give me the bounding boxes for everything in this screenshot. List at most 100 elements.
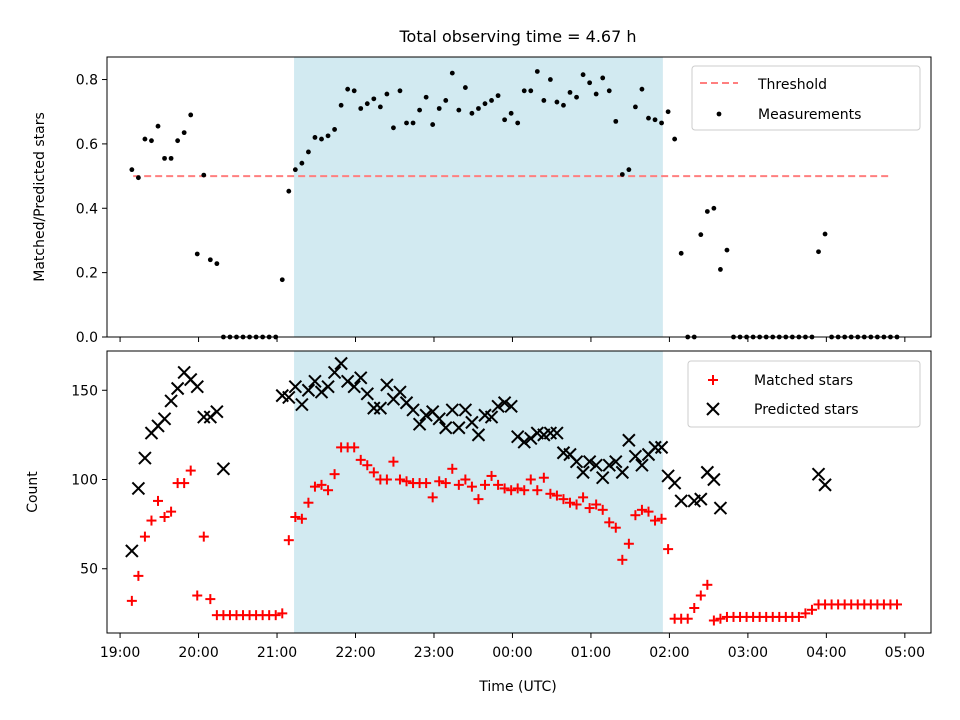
predicted-star-marker-b <box>811 467 826 481</box>
predicted-star-point <box>576 465 590 480</box>
top-axes-frame <box>106 56 932 338</box>
predicted-star-point <box>622 433 636 447</box>
bottom-y-axis-label: Count <box>25 471 41 513</box>
measurement-point <box>567 90 573 95</box>
predicted-star-point <box>504 399 518 414</box>
matched-star-point <box>689 603 700 614</box>
predicted-star-marker-b <box>707 472 721 487</box>
measurement-point <box>534 69 540 74</box>
predicted-star-point <box>380 378 394 392</box>
predicted-star-point <box>354 371 368 385</box>
predicted-star-point <box>589 458 603 472</box>
predicted-star-point <box>432 412 446 426</box>
predicted-star-point <box>674 494 688 508</box>
predicted-star-marker-b <box>282 390 296 405</box>
predicted-star-point <box>301 383 316 397</box>
matched-star-point <box>650 515 661 526</box>
predicted-star-point <box>550 426 564 440</box>
predicted-star-marker-b <box>164 394 178 408</box>
matched-star-point <box>440 478 451 489</box>
predicted-star-marker-b <box>216 462 231 476</box>
matched-star-point <box>708 615 719 626</box>
predicted-star-point <box>138 451 152 465</box>
matched-star-point <box>656 513 667 524</box>
predicted-star-marker-b <box>602 458 616 472</box>
predicted-star-marker-b <box>354 371 368 385</box>
bottom-x-ticks: 19:00 20:00 21:00 22:00 23:00 00:00 01:00 02:00… <box>100 633 925 661</box>
measurement-point <box>476 106 481 111</box>
predicted-star-marker-b <box>432 412 446 426</box>
predicted-star-marker-b <box>497 396 512 410</box>
predicted-star-marker-b <box>347 379 361 394</box>
predicted-star-point <box>491 399 505 414</box>
matched-star-point <box>133 570 144 581</box>
measurement-point <box>299 160 305 166</box>
matched-star-point <box>153 495 164 506</box>
matched-star-point <box>401 476 412 487</box>
predicted-star-marker-b <box>327 365 342 380</box>
measurement-point <box>489 98 494 103</box>
matched-star-point <box>198 531 209 542</box>
measurement-point <box>345 86 351 92</box>
predicted-star-marker-b <box>419 408 433 422</box>
measurement-point <box>593 91 599 97</box>
measurement-point <box>142 136 148 142</box>
predicted-star-marker-b <box>596 471 610 485</box>
predicted-star-point <box>569 454 584 469</box>
predicted-star-marker-b <box>530 426 545 440</box>
predicted-star-marker-b <box>543 426 558 440</box>
matched-star-point <box>584 503 595 514</box>
measurement-point <box>515 120 521 126</box>
predicted-star-marker-b <box>550 426 564 440</box>
predicted-star-marker-b <box>661 469 675 483</box>
x-tick-label: 01:00 <box>571 645 611 661</box>
matched-star-point <box>139 531 150 542</box>
matched-star-point <box>793 611 804 622</box>
matched-star-point <box>166 506 177 517</box>
predicted-star-marker-b <box>393 385 407 399</box>
measurements-legend-label: Measurements <box>758 107 861 123</box>
measurement-point <box>410 120 416 126</box>
predicted-star-marker-b <box>556 446 571 460</box>
predicted-star-point <box>602 458 616 472</box>
measurement-point <box>652 117 658 123</box>
matched-star-point <box>427 492 438 503</box>
predicted-star-marker-b <box>445 403 460 417</box>
measurement-point <box>175 138 181 144</box>
predicted-star-marker-b <box>184 372 198 387</box>
predicted-star-marker-b <box>190 379 204 394</box>
measurement-point <box>554 99 560 105</box>
measurement-point <box>358 106 364 111</box>
measurement-point <box>391 125 396 131</box>
measurement-point <box>430 122 436 127</box>
x-tick-label: 02:00 <box>649 645 689 661</box>
measurement-point <box>377 104 383 110</box>
matched-star-point <box>303 497 314 508</box>
predicted-star-point <box>393 385 407 399</box>
predicted-star-point <box>170 381 185 396</box>
measurement-point <box>397 88 403 94</box>
predicted-star-marker-b <box>582 454 597 469</box>
measurement-point <box>547 77 553 82</box>
measurement-point <box>279 277 285 283</box>
measurements-legend-swatch <box>716 111 722 117</box>
predicted-star-point <box>615 465 630 480</box>
matched-star-point <box>349 442 360 453</box>
predicted-star-marker-b <box>615 465 630 480</box>
measurement-point <box>659 120 664 126</box>
measurement-point <box>711 205 717 211</box>
predicted-star-point <box>321 379 335 394</box>
measurement-point <box>613 118 619 124</box>
predicted-star-marker-b <box>170 381 185 396</box>
matched-legend-label: Matched stars <box>754 373 853 389</box>
predicted-star-point <box>582 454 597 469</box>
bottom-y-ticks: 50 100 150 <box>71 383 107 578</box>
predicted-stars-points <box>125 356 832 558</box>
predicted-star-point <box>190 379 204 394</box>
measurement-point <box>201 172 207 178</box>
matched-star-point <box>551 490 562 501</box>
matched-star-point <box>309 481 320 492</box>
predicted-star-point <box>628 449 643 464</box>
matched-star-point <box>663 544 674 555</box>
